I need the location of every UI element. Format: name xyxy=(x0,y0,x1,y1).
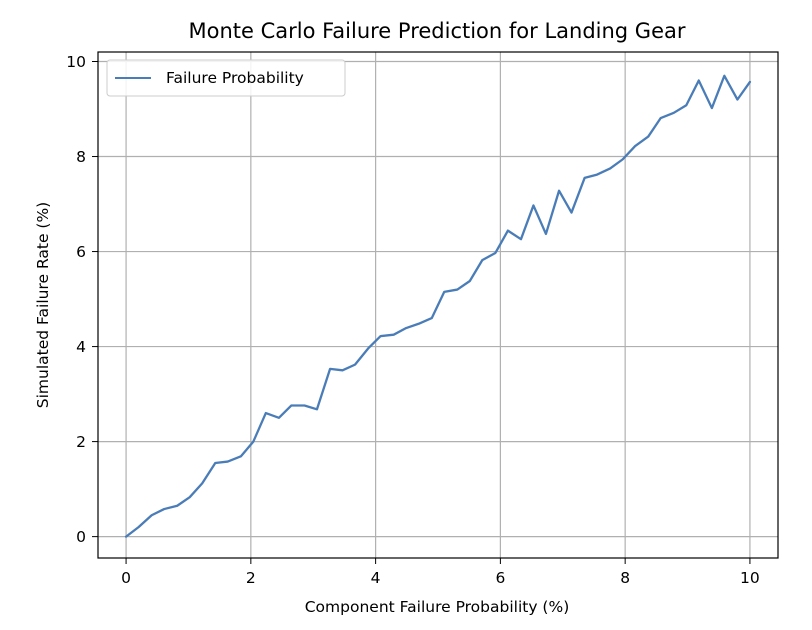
series-layer xyxy=(124,74,752,538)
x-axis-label: Component Failure Probability (%) xyxy=(305,598,570,616)
x-axis: 0 2 4 6 8 10 xyxy=(121,558,760,587)
x-tick-label: 6 xyxy=(495,569,505,587)
y-tick-label: 8 xyxy=(76,148,86,166)
y-tick-label: 10 xyxy=(66,53,86,71)
x-tick-label: 0 xyxy=(121,569,131,587)
legend: Failure Probability xyxy=(106,59,346,97)
legend-box xyxy=(106,59,346,97)
series-line xyxy=(124,74,752,538)
y-tick-label: 2 xyxy=(76,433,86,451)
x-tick-label: 8 xyxy=(620,569,630,587)
y-axis: 0 2 4 6 8 10 xyxy=(66,53,98,546)
x-tick-label: 2 xyxy=(246,569,256,587)
y-tick-label: 4 xyxy=(76,338,86,356)
x-tick-label: 10 xyxy=(740,569,760,587)
plot-frame xyxy=(97,51,779,559)
y-axis-label: Simulated Failure Rate (%) xyxy=(34,202,52,408)
y-tick-label: 6 xyxy=(76,243,86,261)
legend-label: Failure Probability xyxy=(166,69,304,87)
y-tick-label: 0 xyxy=(76,528,86,546)
x-tick-label: 4 xyxy=(371,569,381,587)
chart-title: Monte Carlo Failure Prediction for Landi… xyxy=(189,19,686,43)
